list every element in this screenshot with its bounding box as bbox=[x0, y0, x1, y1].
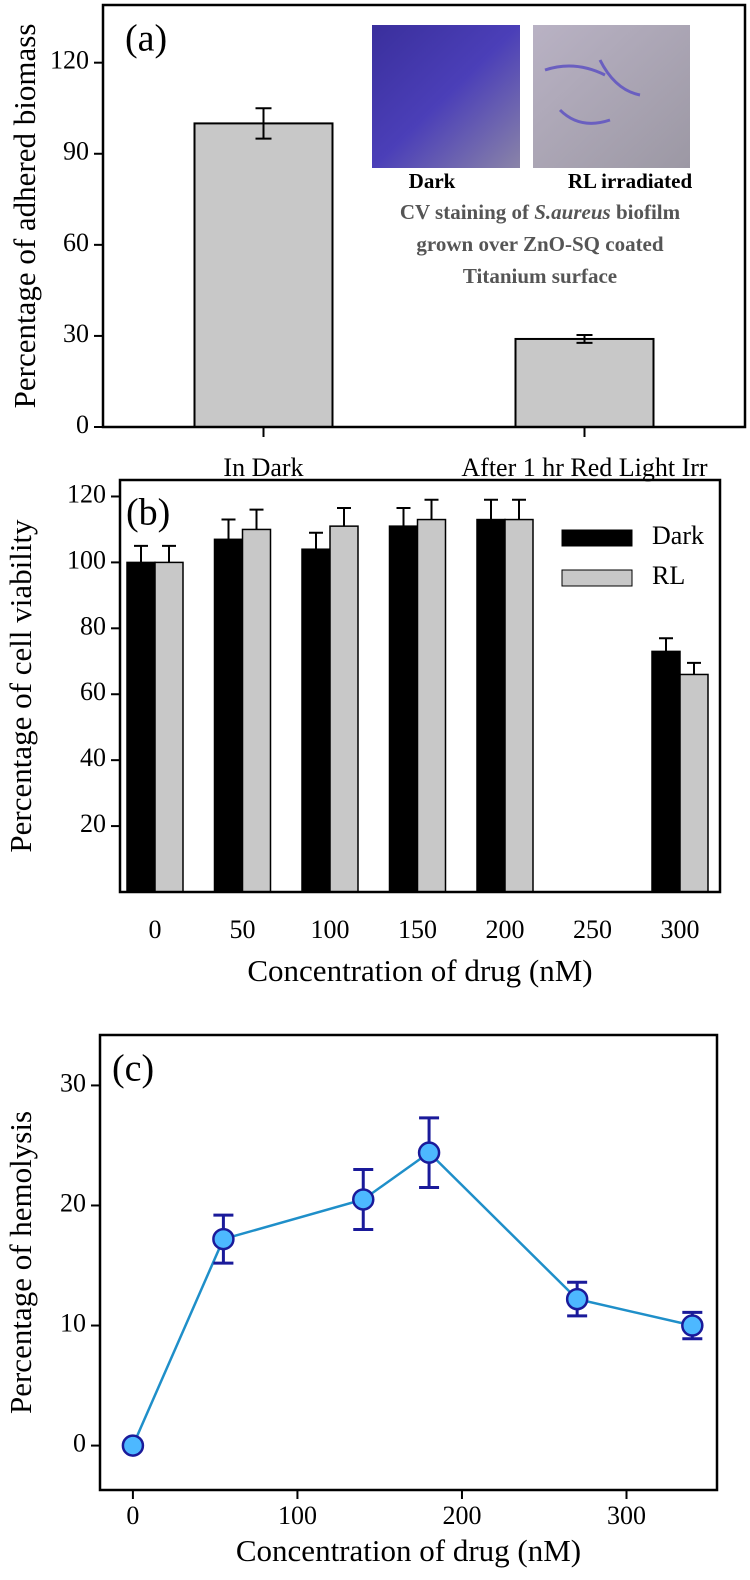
error-bar bbox=[162, 544, 176, 563]
legend-swatch bbox=[561, 569, 633, 587]
inset-caption: CV staining of S.aureus biofilm bbox=[400, 200, 681, 224]
error-bar bbox=[659, 637, 673, 652]
marker bbox=[212, 1227, 235, 1251]
data-line bbox=[131, 1151, 693, 1447]
x-tick-label: 300 bbox=[661, 915, 700, 944]
bar bbox=[504, 518, 534, 893]
y-tick-label: 120 bbox=[50, 46, 89, 75]
error-bar bbox=[255, 107, 272, 140]
photo-stain bbox=[544, 59, 641, 125]
bar bbox=[154, 561, 184, 893]
x-tick-label: 100 bbox=[278, 1501, 317, 1530]
x-tick-label: 50 bbox=[230, 915, 256, 944]
x-tick-label: After 1 hr Red Light Irr bbox=[461, 453, 708, 482]
bar bbox=[679, 673, 709, 893]
bar bbox=[514, 337, 655, 429]
bar bbox=[193, 122, 334, 429]
x-tick-label: 300 bbox=[607, 1501, 646, 1530]
y-tick-label: 60 bbox=[63, 228, 89, 257]
x-tick-label: 0 bbox=[126, 1501, 139, 1530]
inset-caption: grown over ZnO-SQ coated bbox=[416, 232, 663, 256]
plot-frame bbox=[118, 478, 722, 894]
marker bbox=[121, 1434, 145, 1457]
bar bbox=[213, 538, 244, 893]
bar bbox=[476, 518, 506, 893]
panel-label: (b) bbox=[126, 492, 170, 534]
error-bar bbox=[576, 334, 593, 344]
caption-part: CV staining of bbox=[400, 200, 534, 224]
bar bbox=[241, 528, 272, 893]
y-tick-label: 20 bbox=[60, 1188, 86, 1217]
legend-label: RL bbox=[652, 561, 685, 590]
panel-label: (a) bbox=[125, 18, 167, 60]
y-tick-label: 0 bbox=[73, 1429, 86, 1458]
plot-frame bbox=[101, 3, 747, 429]
caption-part: S.aureus bbox=[534, 200, 610, 224]
bar bbox=[329, 525, 359, 893]
y-tick-label: 60 bbox=[80, 677, 106, 706]
photo-dark bbox=[372, 25, 520, 168]
x-tick-label: 0 bbox=[149, 915, 162, 944]
error-bar bbox=[221, 518, 236, 540]
marker bbox=[417, 1141, 441, 1164]
error-bar bbox=[309, 531, 323, 550]
bar bbox=[126, 561, 156, 893]
y-tick-label: 30 bbox=[63, 319, 89, 348]
x-tick-label: 250 bbox=[573, 915, 612, 944]
error-bar bbox=[396, 507, 411, 527]
photo-rl bbox=[533, 25, 690, 168]
inset-caption: Titanium surface bbox=[463, 264, 617, 288]
marker bbox=[352, 1188, 375, 1211]
y-tick-label: 90 bbox=[63, 137, 89, 166]
legend-label: Dark bbox=[652, 521, 704, 550]
bar bbox=[416, 518, 447, 893]
y-axis-title: Percentage of adhered biomass bbox=[7, 24, 42, 409]
y-tick-label: 20 bbox=[80, 809, 106, 838]
y-tick-label: 80 bbox=[80, 611, 106, 640]
x-tick-label: 150 bbox=[398, 915, 437, 944]
y-tick-label: 100 bbox=[67, 545, 106, 574]
y-axis-title: Percentage of hemolysis bbox=[3, 1111, 38, 1414]
x-tick-label: 100 bbox=[311, 915, 350, 944]
inset-label: Dark bbox=[409, 169, 456, 193]
y-tick-label: 10 bbox=[60, 1308, 86, 1337]
y-tick-label: 0 bbox=[76, 410, 89, 439]
error-bar bbox=[249, 508, 264, 530]
y-tick-label: 30 bbox=[60, 1068, 86, 1097]
legend-swatch bbox=[561, 529, 633, 547]
bar bbox=[388, 525, 419, 893]
y-axis-title: Percentage of cell viability bbox=[3, 519, 38, 853]
x-axis-title: Concentration of drug (nM) bbox=[247, 953, 592, 988]
x-tick-label: 200 bbox=[486, 915, 525, 944]
bar bbox=[301, 548, 331, 893]
x-tick-label: 200 bbox=[442, 1501, 481, 1530]
y-tick-label: 120 bbox=[67, 479, 106, 508]
inset-label: RL irradiated bbox=[568, 169, 693, 193]
caption-part: biofilm bbox=[611, 200, 681, 224]
error-bar bbox=[687, 661, 701, 675]
error-bar bbox=[424, 498, 439, 520]
plot-frame bbox=[98, 1033, 719, 1492]
error-bar bbox=[134, 544, 148, 563]
marker bbox=[681, 1314, 704, 1337]
panel-label: (c) bbox=[112, 1048, 154, 1090]
error-bar bbox=[337, 507, 351, 527]
bar bbox=[651, 650, 681, 893]
error-bar bbox=[484, 498, 498, 520]
y-tick-label: 40 bbox=[80, 743, 106, 772]
x-tick-label: In Dark bbox=[223, 453, 303, 482]
x-axis-title: Concentration of drug (nM) bbox=[236, 1533, 581, 1568]
error-bar bbox=[512, 498, 526, 520]
marker bbox=[565, 1287, 589, 1311]
